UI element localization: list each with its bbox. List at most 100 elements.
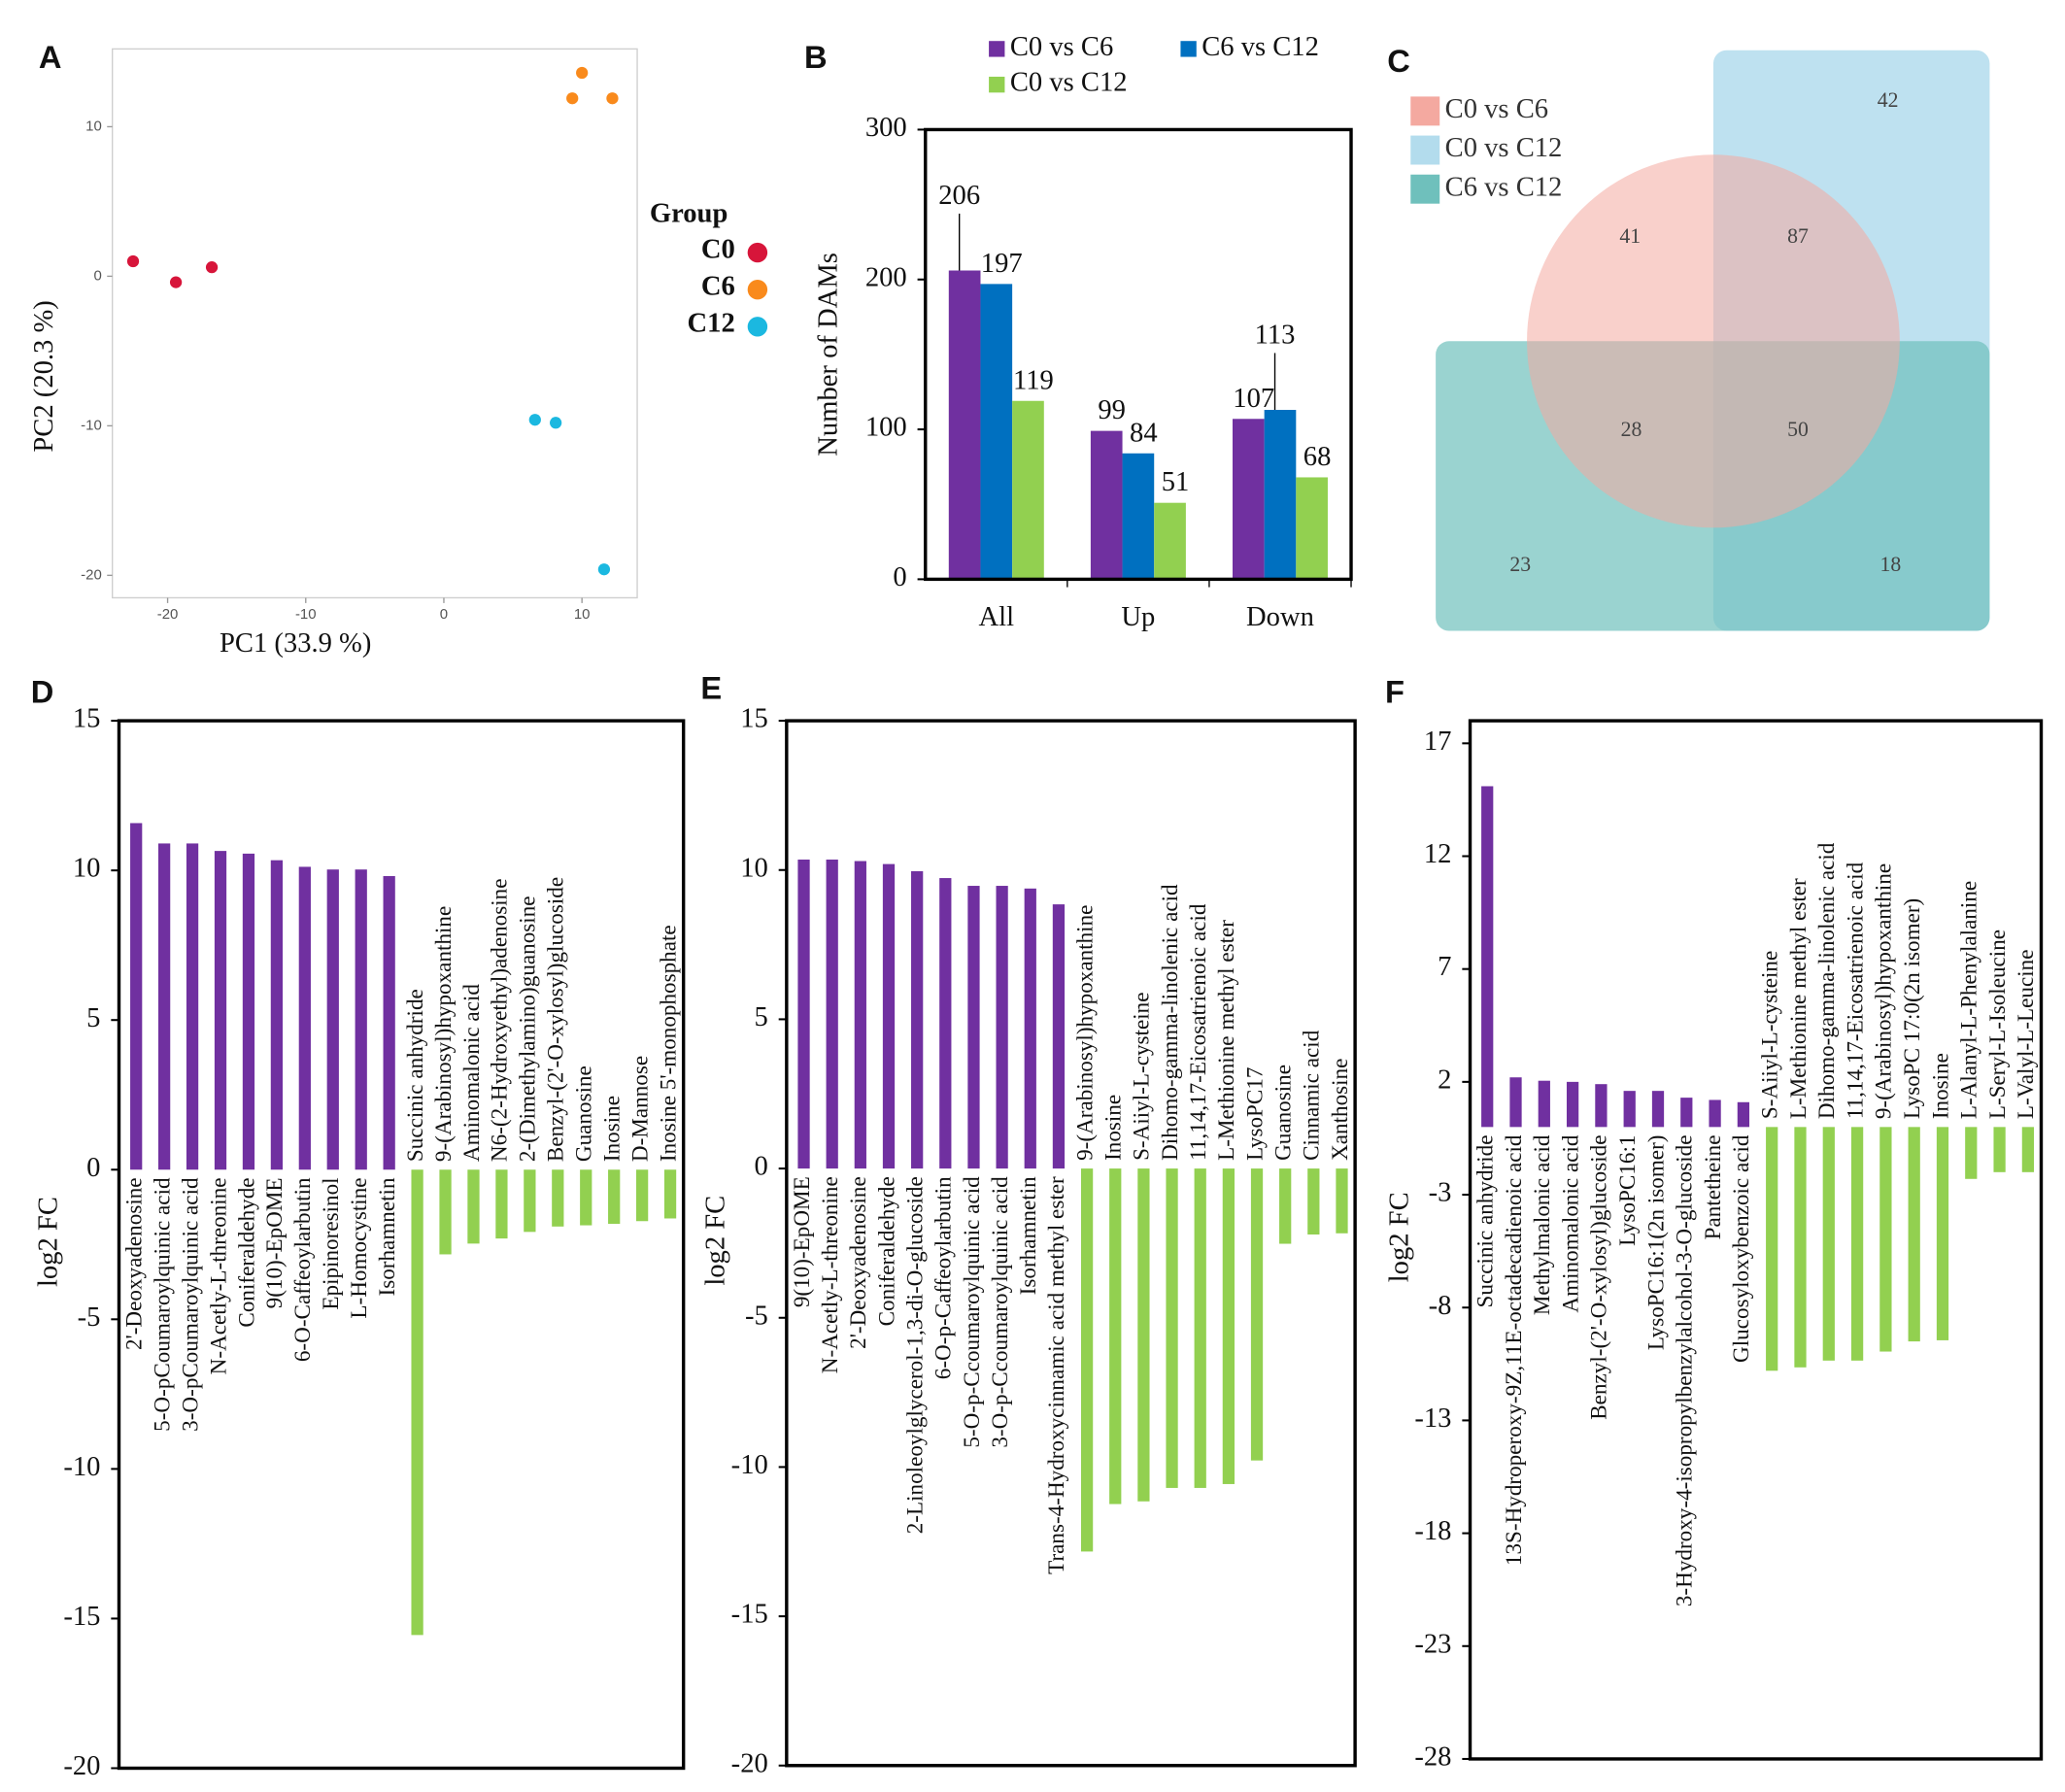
y-tick-label: -3 xyxy=(1429,1178,1452,1208)
legend-label: C0 vs C12 xyxy=(1010,68,1128,98)
bar xyxy=(1232,419,1265,580)
panel-label: B xyxy=(804,39,828,75)
y-tick-label: 10 xyxy=(73,854,101,884)
y-tick-label: -15 xyxy=(63,1602,100,1632)
bar xyxy=(1109,1168,1122,1505)
bar xyxy=(186,843,199,1170)
bar xyxy=(1154,502,1186,580)
y-tick-label: -5 xyxy=(745,1301,768,1331)
bar xyxy=(552,1169,564,1227)
bar xyxy=(524,1169,536,1233)
bar-label: 3-Hydroxy-4-isopropylbenzylalcohol-3-O-g… xyxy=(1673,1135,1698,1607)
y-tick-label: -28 xyxy=(1414,1742,1451,1773)
bar xyxy=(355,869,367,1170)
bar xyxy=(608,1169,621,1225)
bar-label: Benzyl-(2'-O-xylosyl)glucoside xyxy=(544,877,569,1162)
value-label: 119 xyxy=(1013,365,1054,395)
region-count: 18 xyxy=(1879,553,1901,576)
bar-label: Isorhamnetin xyxy=(375,1177,400,1296)
bar-label: Inosine xyxy=(1101,1095,1127,1161)
y-tick-label: 0 xyxy=(93,267,101,284)
value-label: 107 xyxy=(1233,384,1274,414)
bar xyxy=(1595,1084,1608,1128)
plot-frame xyxy=(924,127,1353,582)
bar xyxy=(326,869,339,1170)
bar xyxy=(967,886,980,1169)
bar xyxy=(158,843,171,1170)
plot-frame xyxy=(785,719,1357,1768)
set-c0-vs-c6 xyxy=(1527,154,1900,528)
bar xyxy=(130,823,143,1170)
point xyxy=(566,92,579,105)
bar xyxy=(1538,1080,1550,1128)
bar xyxy=(467,1169,480,1244)
y-tick-label: -10 xyxy=(731,1450,768,1480)
bar xyxy=(1222,1168,1235,1484)
bar-label: L-Methionine methyl ester xyxy=(1786,878,1811,1119)
bar xyxy=(996,886,1008,1169)
y-axis-label: log2 FC xyxy=(701,1196,731,1286)
bar xyxy=(1936,1127,1949,1340)
bar-label: 13S-Hydroperoxy-9Z,11E-octadecadienoic a… xyxy=(1502,1134,1527,1566)
x-tick-label: 0 xyxy=(440,606,448,623)
bar-label: L-Valyl-L-Leucine xyxy=(2014,949,2039,1119)
point xyxy=(606,92,619,105)
y-tick-label: -5 xyxy=(78,1302,101,1333)
y-tick-label: -15 xyxy=(731,1600,768,1630)
y-tick-label: -8 xyxy=(1429,1291,1452,1321)
bar-label: Coniferaldehyde xyxy=(234,1177,259,1327)
bar-label: LysoPC 17:0(2n isomer) xyxy=(1900,898,1925,1119)
point xyxy=(597,563,611,576)
y-tick-label: 10 xyxy=(85,118,102,134)
bar xyxy=(1080,1168,1094,1552)
bar xyxy=(1279,1168,1292,1244)
bar xyxy=(1024,888,1036,1169)
bar xyxy=(635,1169,649,1222)
bar xyxy=(1965,1127,1978,1179)
legend-label: C0 vs C12 xyxy=(1445,133,1563,163)
panel-label: A xyxy=(39,39,62,75)
bar-label: 3-O-pCoumaroylquinic acid xyxy=(178,1177,203,1432)
plot-frame xyxy=(112,48,638,599)
bar-label: 2'-Deoxyadenosine xyxy=(846,1176,871,1349)
y-tick-label: -23 xyxy=(1414,1629,1451,1659)
point xyxy=(126,254,140,268)
y-tick-label: -13 xyxy=(1414,1403,1451,1434)
bar xyxy=(1766,1127,1778,1371)
bar xyxy=(1264,410,1297,580)
bar-label: S-Aiiyl-L-cysteine xyxy=(1758,951,1783,1119)
value-label: 197 xyxy=(981,249,1023,279)
y-tick-label: -20 xyxy=(63,1751,100,1781)
bar-label: Coniferaldehyde xyxy=(874,1176,899,1326)
bar xyxy=(1137,1168,1150,1502)
bar xyxy=(1879,1127,1892,1352)
legend-marker xyxy=(747,242,768,263)
panel-label: E xyxy=(700,669,722,705)
y-tick-label: 10 xyxy=(740,853,768,883)
bar xyxy=(439,1169,452,1255)
bar-label: Dihomo-gamma-linolenic acid xyxy=(1158,884,1183,1161)
bar xyxy=(1090,430,1123,580)
legend-label: C12 xyxy=(688,309,735,339)
bar-label: 5-O-pCoumaroylquinic acid xyxy=(150,1177,175,1432)
region-count: 41 xyxy=(1619,224,1641,248)
bar xyxy=(580,1169,592,1226)
bar-label: S-Aiiyl-L-cysteine xyxy=(1130,992,1155,1160)
point xyxy=(528,414,541,426)
y-tick-label: 15 xyxy=(740,704,768,734)
bar xyxy=(1709,1099,1721,1128)
y-tick-label: 12 xyxy=(1424,839,1452,869)
bar-label: Cinnamic acid xyxy=(1300,1030,1325,1161)
bar-label: LysoPC16:1 xyxy=(1615,1135,1641,1246)
x-tick-label: -20 xyxy=(157,606,179,623)
bar xyxy=(911,870,924,1169)
bar-label: Inosine 5'-monophosphate xyxy=(656,925,681,1162)
y-axis-label: PC2 (20.3 %) xyxy=(29,300,59,452)
point xyxy=(576,66,589,80)
legend-swatch xyxy=(989,76,1005,93)
y-tick-label: 7 xyxy=(1438,952,1451,982)
value-label: 84 xyxy=(1130,418,1158,448)
bar-label: Benzyl-(2'-O-xylosyl)glucoside xyxy=(1587,1135,1612,1420)
bar xyxy=(797,859,810,1169)
